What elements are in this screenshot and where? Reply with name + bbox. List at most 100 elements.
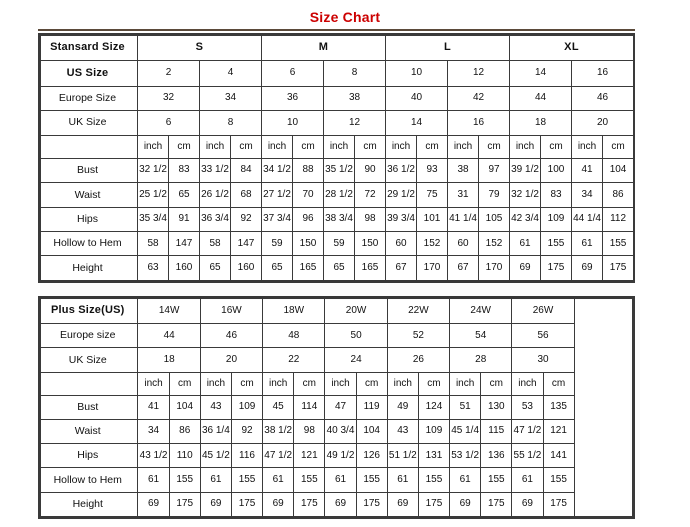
table-cell: 20 bbox=[571, 110, 635, 136]
table-cell: 46 bbox=[571, 85, 635, 112]
table-cell: 40 bbox=[385, 85, 449, 112]
unit-header-cm: cm bbox=[230, 134, 262, 159]
table-cell: 38 bbox=[447, 157, 480, 184]
table-cell: 47 1/2 bbox=[511, 419, 544, 445]
table-cell: 37 3/4 bbox=[261, 206, 293, 233]
unit-row-label bbox=[40, 134, 138, 159]
unit-header-cm: cm bbox=[416, 134, 449, 159]
table-cell: 42 3/4 bbox=[509, 206, 542, 233]
table-cell: 70 bbox=[292, 182, 324, 208]
unit-header-inch: inch bbox=[324, 371, 357, 396]
table-cell: 22 bbox=[262, 347, 326, 373]
table-cell: 126 bbox=[355, 443, 388, 469]
table-cell: 34 bbox=[137, 419, 170, 445]
table-cell: 97 bbox=[478, 157, 511, 184]
table-cell: 41 1/4 bbox=[447, 206, 480, 233]
unit-header-cm: cm bbox=[292, 134, 324, 159]
table-cell: 175 bbox=[542, 491, 575, 518]
table-cell: 41 bbox=[137, 394, 170, 421]
table-cell: 8 bbox=[322, 60, 387, 87]
table-cell: 69 bbox=[262, 491, 295, 518]
table-row: Hips 43 1/2 110 45 1/2 116 47 1/2 121 49 1/2 126… bbox=[39, 443, 633, 469]
table-cell: 61 bbox=[449, 467, 482, 493]
row-label-bust: Bust bbox=[39, 394, 139, 421]
table-cell: 12 bbox=[322, 110, 387, 136]
plus-size-header-label: Plus Size(US) bbox=[39, 297, 139, 325]
table-cell: 160 bbox=[168, 255, 200, 281]
unit-row-label bbox=[39, 371, 139, 396]
table-cell: 152 bbox=[478, 231, 511, 257]
table-cell: 8 bbox=[199, 110, 262, 136]
table-cell: 69 bbox=[386, 491, 419, 518]
unit-header-inch: inch bbox=[199, 371, 232, 396]
table-cell: 90 bbox=[353, 157, 387, 184]
table-row: Europe Size 32 34 36 38 40 42 44 46 bbox=[40, 85, 635, 112]
unit-header-cm: cm bbox=[230, 371, 264, 396]
row-label-europe-size: Europe Size bbox=[40, 85, 138, 112]
table-cell: 69 bbox=[199, 491, 232, 518]
table-cell: 119 bbox=[355, 394, 388, 421]
table-cell: 110 bbox=[168, 443, 201, 469]
table-cell: 69 bbox=[137, 491, 170, 518]
table-cell: 175 bbox=[602, 255, 635, 281]
row-label-hips: Hips bbox=[39, 443, 139, 469]
table-cell: 79 bbox=[478, 182, 511, 208]
plus-size-header-16w: 16W bbox=[199, 297, 264, 325]
unit-header-inch: inch bbox=[571, 134, 604, 159]
standard-size-header-label: Stansard Size bbox=[40, 34, 138, 62]
table-cell: 34 bbox=[571, 182, 604, 208]
table-cell: 96 bbox=[292, 206, 324, 233]
table-cell: 121 bbox=[542, 419, 575, 445]
row-label-height: Height bbox=[39, 491, 139, 518]
table-cell: 69 bbox=[571, 255, 604, 281]
table-cell: 69 bbox=[511, 491, 544, 518]
table-cell: 104 bbox=[602, 157, 635, 184]
table-cell: 30 bbox=[511, 347, 575, 373]
table-cell: 124 bbox=[417, 394, 451, 421]
table-row: Hips 35 3/4 91 36 3/4 92 37 3/4 96 38 3/4 98 39 3… bbox=[40, 206, 635, 233]
table-cell: 109 bbox=[230, 394, 264, 421]
table-cell: 175 bbox=[230, 491, 264, 518]
standard-size-table: Stansard Size S M L XL US Size 2 4 6 8 10 12 14 16 Eur… bbox=[40, 34, 635, 281]
page-title: Size Chart bbox=[309, 9, 381, 25]
table-cell: 155 bbox=[355, 467, 388, 493]
table-cell: 55 1/2 bbox=[511, 443, 544, 469]
table-cell: 147 bbox=[230, 231, 262, 257]
table-cell: 170 bbox=[478, 255, 511, 281]
table-cell: 105 bbox=[478, 206, 511, 233]
table-cell: 53 1/2 bbox=[449, 443, 482, 469]
row-label-hips: Hips bbox=[40, 206, 138, 233]
table-cell: 44 bbox=[137, 323, 201, 349]
table-cell: 16 bbox=[447, 110, 511, 136]
table-cell: 86 bbox=[168, 419, 201, 445]
table-cell: 45 1/4 bbox=[449, 419, 482, 445]
table-cell: 6 bbox=[137, 110, 200, 136]
row-label-hollow-to-hem: Hollow to Hem bbox=[39, 467, 139, 493]
table-cell: 32 bbox=[137, 85, 200, 112]
unit-header-inch: inch bbox=[447, 134, 480, 159]
table-cell: 65 bbox=[261, 255, 293, 281]
table-cell: 155 bbox=[542, 467, 575, 493]
size-group-header-xl: XL bbox=[509, 34, 635, 62]
table-cell: 10 bbox=[385, 60, 449, 87]
table-cell: 4 bbox=[199, 60, 262, 87]
table-row: Waist 25 1/2 65 26 1/2 68 27 1/2 70 28 1/2 72 29 … bbox=[40, 182, 635, 208]
table-cell: 72 bbox=[353, 182, 387, 208]
table-cell: 24 bbox=[324, 347, 388, 373]
unit-header-cm: cm bbox=[480, 371, 513, 396]
table-cell: 175 bbox=[168, 491, 201, 518]
table-row-units: inch cm inch cm inch cm inch cm inch cm inch cm inch… bbox=[39, 371, 633, 396]
table-cell: 35 3/4 bbox=[137, 206, 169, 233]
table-cell: 38 bbox=[322, 85, 387, 112]
unit-header-cm: cm bbox=[355, 371, 388, 396]
plus-size-header-14w: 14W bbox=[137, 297, 201, 325]
table-cell: 98 bbox=[353, 206, 387, 233]
plus-size-header-18w: 18W bbox=[262, 297, 326, 325]
table-row: Plus Size(US) 14W 16W 18W 20W 22W 24W 26W bbox=[39, 297, 634, 517]
table-cell: 10 bbox=[261, 110, 324, 136]
unit-header-inch: inch bbox=[511, 371, 544, 396]
row-label-height: Height bbox=[40, 255, 138, 281]
table-cell: 114 bbox=[293, 394, 326, 421]
table-cell: 25 1/2 bbox=[137, 182, 169, 208]
row-label-europe-size: Europe size bbox=[39, 323, 139, 349]
